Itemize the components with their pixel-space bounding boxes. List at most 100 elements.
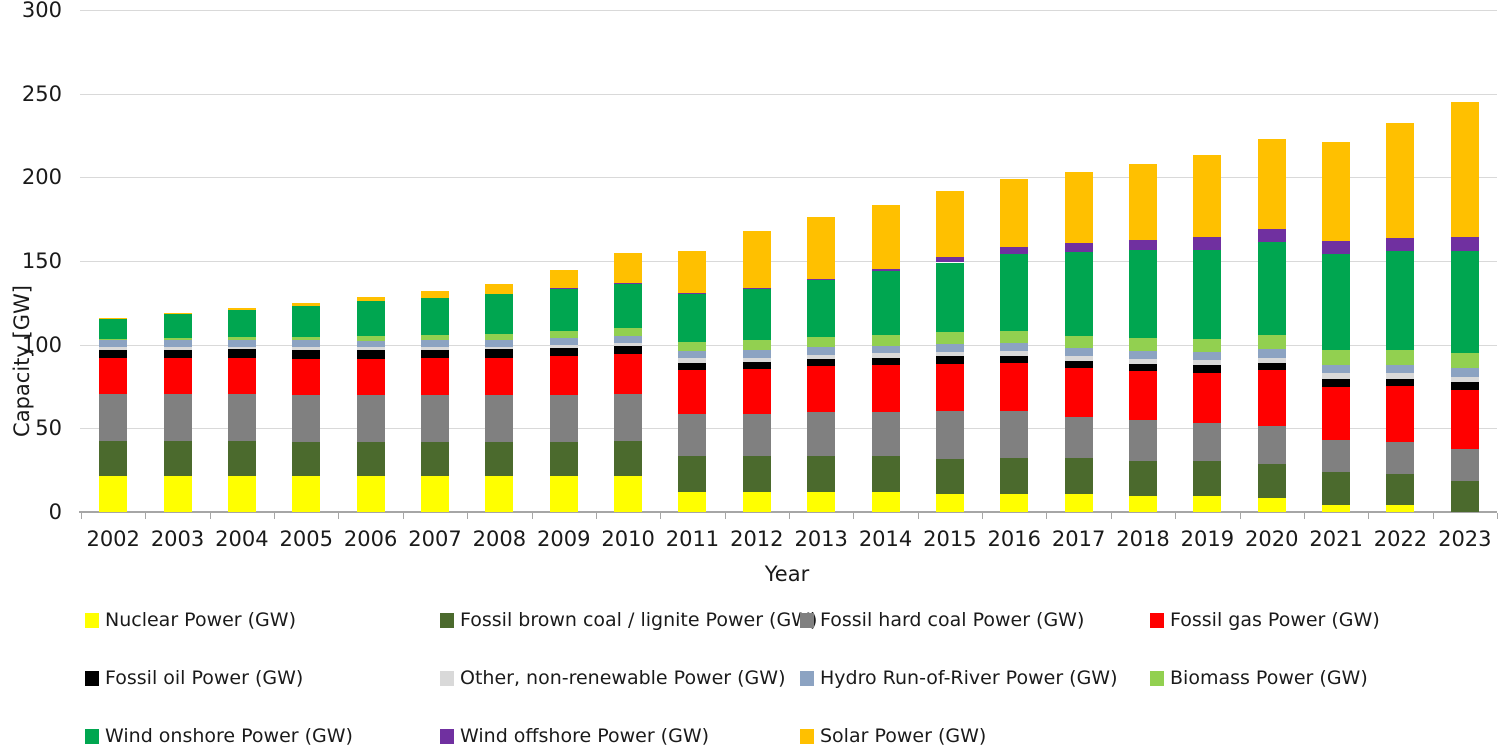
bar-segment: [1129, 420, 1157, 460]
bar-segment: [164, 347, 192, 350]
bar-segment: [1451, 449, 1479, 481]
x-tick-label: 2016: [982, 527, 1046, 551]
bar-segment: [1386, 505, 1414, 512]
bar-segment: [1386, 350, 1414, 365]
bar-segment: [1451, 481, 1479, 512]
bar-segment: [550, 442, 578, 476]
legend-label: Fossil gas Power (GW): [1170, 609, 1380, 631]
bar-segment: [1322, 440, 1350, 472]
x-tick-label: 2015: [918, 527, 982, 551]
bar-segment: [1386, 373, 1414, 379]
bar-segment: [1322, 379, 1350, 387]
legend-swatch-icon: [1150, 671, 1164, 686]
bar-segment: [228, 340, 256, 347]
x-axis-tick: [532, 513, 533, 519]
bar-segment: [872, 271, 900, 335]
bar-segment: [421, 358, 449, 395]
bar-segment: [99, 394, 127, 441]
bar-segment: [678, 294, 706, 342]
bar-segment: [550, 331, 578, 338]
bar-segment: [1000, 458, 1028, 493]
bar-segment: [614, 283, 642, 328]
x-tick-label: 2003: [145, 527, 209, 551]
bar-segment: [614, 441, 642, 476]
bar-segment: [936, 344, 964, 352]
x-tick-label: 2014: [853, 527, 917, 551]
x-axis-tick: [660, 513, 661, 519]
bar-segment: [1322, 142, 1350, 241]
x-axis-tick: [274, 513, 275, 519]
bar-segment: [1065, 417, 1093, 459]
legend-label: Other, non-renewable Power (GW): [460, 667, 785, 689]
x-tick-label: 2020: [1240, 527, 1304, 551]
bar-segment: [1322, 373, 1350, 379]
legend-label: Hydro Run-of-River Power (GW): [820, 667, 1118, 689]
bar-segment: [614, 343, 642, 346]
bar-segment: [1000, 331, 1028, 343]
bar-segment: [292, 476, 320, 512]
legend-item: Solar Power (GW): [800, 723, 986, 749]
bar-segment: [1065, 368, 1093, 417]
bar-segment: [550, 270, 578, 288]
bar-segment: [485, 334, 513, 340]
x-axis-title: Year: [687, 562, 887, 586]
legend-label: Fossil brown coal / lignite Power (GW): [460, 609, 817, 631]
bar-segment: [99, 347, 127, 350]
bar-segment: [1386, 123, 1414, 238]
x-axis-tick: [1240, 513, 1241, 519]
bar-segment: [1129, 461, 1157, 496]
bar-segment: [228, 441, 256, 476]
bar-segment: [1258, 335, 1286, 349]
x-tick-label: 2022: [1368, 527, 1432, 551]
legend-item: Fossil oil Power (GW): [85, 665, 303, 691]
legend-swatch-icon: [800, 729, 814, 744]
bar-segment: [357, 341, 385, 348]
legend-swatch-icon: [800, 613, 814, 628]
bar-2012: [743, 0, 771, 512]
bar-segment: [421, 298, 449, 335]
bar-segment: [872, 335, 900, 346]
bar-segment: [1258, 363, 1286, 371]
x-tick-label: 2018: [1111, 527, 1175, 551]
bar-segment: [807, 279, 835, 336]
bar-segment: [1129, 351, 1157, 359]
bar-segment: [872, 456, 900, 492]
bar-segment: [872, 412, 900, 456]
bar-segment: [485, 358, 513, 395]
bar-segment: [164, 340, 192, 347]
bar-segment: [1451, 390, 1479, 449]
bar-segment: [485, 284, 513, 294]
bar-2015: [936, 0, 964, 512]
y-tick-label: 250: [0, 82, 62, 106]
bar-segment: [936, 352, 964, 357]
bar-segment: [550, 356, 578, 394]
bar-segment: [357, 301, 385, 335]
bar-segment: [936, 332, 964, 343]
bar-segment: [1000, 351, 1028, 356]
bar-segment: [678, 456, 706, 491]
bar-segment: [614, 354, 642, 394]
bar-segment: [936, 263, 964, 333]
x-axis-tick: [1433, 513, 1434, 519]
y-tick-label: 200: [0, 165, 62, 189]
bar-segment: [228, 349, 256, 358]
bar-segment: [1000, 343, 1028, 351]
bar-segment: [1193, 360, 1221, 365]
bar-segment: [550, 395, 578, 442]
bar-segment: [485, 294, 513, 334]
bar-segment: [936, 364, 964, 411]
bar-segment: [164, 441, 192, 476]
x-axis-tick: [1046, 513, 1047, 519]
legend-label: Solar Power (GW): [820, 725, 986, 747]
bar-segment: [485, 347, 513, 350]
bar-segment: [292, 306, 320, 336]
bar-segment: [485, 476, 513, 512]
bar-segment: [292, 340, 320, 347]
legend-item: Wind offshore Power (GW): [440, 723, 709, 749]
bar-2005: [292, 0, 320, 512]
bar-segment: [1129, 496, 1157, 512]
x-tick-label: 2019: [1175, 527, 1239, 551]
bar-segment: [228, 308, 256, 310]
legend-item: Biomass Power (GW): [1150, 665, 1368, 691]
x-axis-tick: [403, 513, 404, 519]
